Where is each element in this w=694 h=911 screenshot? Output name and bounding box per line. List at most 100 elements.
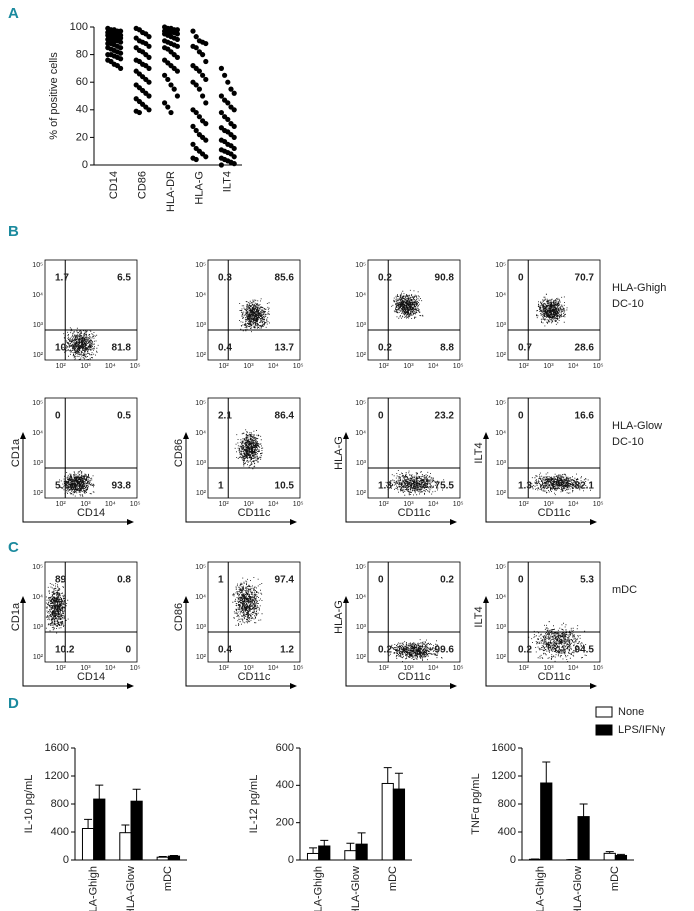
x-tick-label: 10⁵ bbox=[130, 665, 141, 672]
y-axis-label: CD1a bbox=[10, 438, 22, 467]
quadrant-value: 1 bbox=[218, 575, 224, 586]
arrow-head bbox=[450, 683, 457, 689]
error-bar bbox=[132, 788, 141, 802]
y-tick-label: 10⁵ bbox=[195, 400, 206, 407]
x-axis-label: CD11c bbox=[538, 671, 571, 683]
dot bbox=[225, 79, 231, 85]
dot bbox=[218, 109, 224, 116]
quadrant-value: 90.8 bbox=[435, 273, 455, 284]
x-tick-label: 10⁵ bbox=[593, 501, 604, 508]
x-tick-label: 10³ bbox=[243, 501, 254, 508]
quadrant-value: 86.4 bbox=[275, 411, 295, 422]
quadrant-value: 1.2 bbox=[280, 645, 294, 656]
dot bbox=[162, 100, 168, 106]
quadrant-value: 94.5 bbox=[575, 645, 595, 656]
x-tick-label: 10⁴ bbox=[268, 363, 279, 370]
dot bbox=[146, 54, 152, 60]
error-bar bbox=[158, 856, 167, 858]
x-tick-label: 10⁴ bbox=[268, 501, 279, 508]
plot-frame bbox=[207, 397, 301, 499]
y-tick-label: 800 bbox=[51, 798, 69, 810]
quadrant-value: 0.2 bbox=[378, 343, 392, 354]
dot bbox=[146, 93, 152, 99]
quadrant-value: 99.6 bbox=[435, 645, 455, 656]
dot bbox=[118, 65, 124, 71]
y-tick-label: 10⁴ bbox=[32, 430, 43, 437]
x-tick-label: 10³ bbox=[543, 501, 554, 508]
dot bbox=[231, 90, 237, 96]
row-label: DC-10 bbox=[612, 436, 644, 448]
x-tick-label: 10³ bbox=[543, 665, 554, 672]
y-axis-label: TNFα pg/mL bbox=[470, 773, 482, 834]
y-tick-label: 10⁴ bbox=[355, 594, 366, 601]
y-tick-label: 10³ bbox=[356, 624, 367, 631]
quadrant-value: 81.8 bbox=[112, 343, 132, 354]
y-tick-label: 20 bbox=[76, 131, 88, 143]
dot bbox=[118, 56, 124, 62]
dot bbox=[162, 72, 168, 78]
y-tick-label: 400 bbox=[276, 779, 294, 791]
row-label: mDC bbox=[612, 584, 637, 596]
y-tick-label: 10⁴ bbox=[32, 292, 43, 299]
y-tick-label: 1600 bbox=[45, 742, 69, 754]
x-tick-label: 10² bbox=[379, 665, 390, 672]
bar bbox=[93, 798, 106, 861]
y-axis-label: CD86 bbox=[173, 603, 185, 631]
dot bbox=[171, 86, 177, 92]
y-tick-label: 10² bbox=[196, 654, 207, 661]
axis-arrow bbox=[345, 597, 456, 687]
x-tick-label: HLA-Ghigh bbox=[313, 866, 325, 911]
x-tick-label: 10⁵ bbox=[130, 501, 141, 508]
y-tick-label: 1600 bbox=[492, 742, 516, 754]
x-tick-label: 10⁵ bbox=[130, 363, 141, 370]
dot bbox=[146, 65, 152, 71]
bar bbox=[130, 800, 143, 861]
dot bbox=[146, 34, 152, 40]
x-tick-label: 10⁴ bbox=[268, 665, 279, 672]
dot bbox=[165, 104, 171, 110]
dot bbox=[193, 34, 199, 40]
x-tick-label: 10⁴ bbox=[105, 363, 116, 370]
bar bbox=[355, 843, 368, 861]
y-tick-label: 10² bbox=[356, 490, 367, 497]
x-tick-label: ILT4 bbox=[222, 171, 234, 192]
dot bbox=[225, 100, 231, 106]
quadrant-value: 1 bbox=[218, 481, 224, 492]
bar bbox=[540, 782, 553, 861]
y-tick-label: 10⁵ bbox=[495, 262, 506, 269]
dot bbox=[190, 141, 196, 147]
dot bbox=[193, 127, 199, 134]
plot-frame bbox=[44, 397, 138, 499]
dot bbox=[228, 86, 234, 92]
bar bbox=[577, 816, 590, 861]
event-cloud bbox=[385, 470, 445, 496]
x-axis-label: CD14 bbox=[77, 507, 105, 519]
arrow-head bbox=[183, 596, 189, 603]
quadrant-value: 16.6 bbox=[575, 411, 595, 422]
axis-arrow bbox=[22, 597, 133, 687]
panel-label: A bbox=[8, 5, 19, 22]
y-tick-label: 10² bbox=[356, 654, 367, 661]
y-tick-label: 80 bbox=[76, 49, 88, 61]
dot bbox=[203, 137, 209, 143]
x-tick-label: HLA-Glow bbox=[350, 866, 362, 911]
dot bbox=[203, 154, 209, 160]
quadrant-value: 0 bbox=[125, 645, 131, 656]
dot bbox=[118, 50, 124, 56]
dot bbox=[146, 107, 152, 113]
y-tick-label: 800 bbox=[498, 798, 516, 810]
quadrant-value: 85.6 bbox=[275, 273, 295, 284]
y-tick-label: 10² bbox=[196, 352, 207, 359]
row-label: HLA-Ghigh bbox=[612, 282, 666, 294]
error-bar bbox=[320, 839, 329, 846]
x-tick-label: 10⁴ bbox=[568, 665, 579, 672]
x-tick-label: 10³ bbox=[80, 665, 91, 672]
dot bbox=[165, 76, 171, 83]
arrow-head bbox=[290, 519, 297, 525]
x-tick-label: 10⁴ bbox=[428, 363, 439, 370]
y-tick-label: 10⁴ bbox=[355, 430, 366, 437]
plot-frame bbox=[507, 259, 601, 361]
bar bbox=[344, 850, 357, 861]
plot-frame bbox=[44, 561, 138, 663]
quadrant-value: 0.2 bbox=[440, 575, 454, 586]
